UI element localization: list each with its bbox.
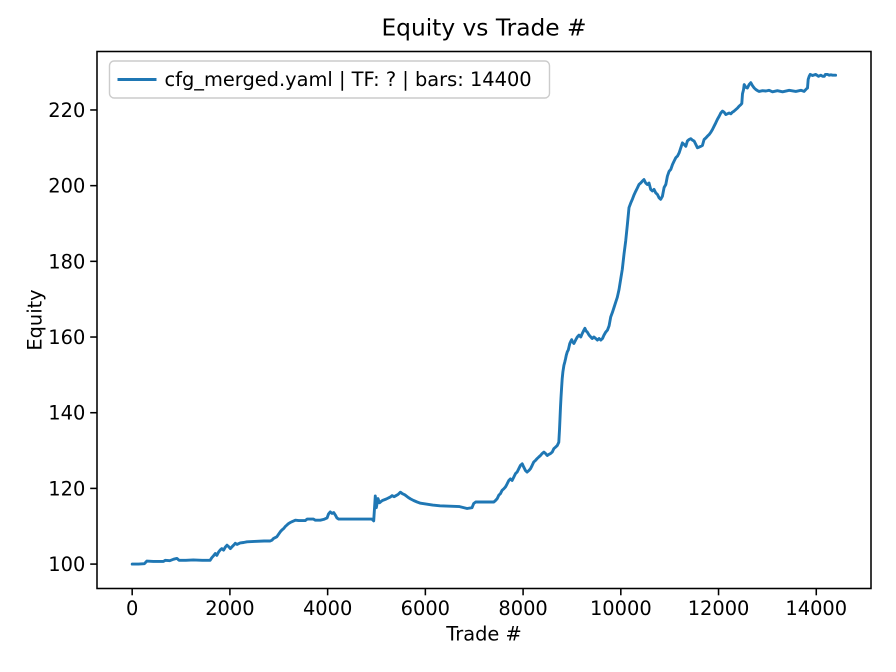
y-tick-label: 200 [48, 175, 85, 198]
x-tick-label: 12000 [688, 597, 750, 620]
legend-box [108, 60, 551, 99]
y-tick-label: 220 [48, 99, 85, 122]
x-tick-label: 2000 [205, 597, 254, 620]
series-group [130, 72, 838, 566]
legend-label: cfg_merged.yaml | TF: ? | bars: 14400 [165, 68, 532, 91]
equity-line [130, 72, 838, 566]
axis-ticks: 0 2000 4000 6000 8000 10000 12000 14000 100 120 14… [48, 99, 847, 620]
x-tick-label: 14000 [785, 597, 847, 620]
y-tick-label: 120 [48, 477, 85, 500]
y-tick-label: 140 [48, 402, 85, 425]
x-tick-label: 10000 [590, 597, 652, 620]
y-tick-label: 180 [48, 250, 85, 273]
y-tick-label: 100 [48, 553, 85, 576]
x-tick-label: 8000 [498, 597, 547, 620]
chart-title: Equity vs Trade # [381, 15, 586, 42]
legend: cfg_merged.yaml | TF: ? | bars: 14400 [108, 60, 551, 99]
x-tick-label: 0 [126, 597, 138, 620]
x-axis-label: Trade # [445, 623, 522, 646]
y-tick-label: 160 [48, 326, 85, 349]
x-tick-label: 4000 [303, 597, 352, 620]
y-axis-label: Equity [24, 289, 47, 350]
plot-area [96, 50, 872, 590]
x-tick-label: 6000 [401, 597, 450, 620]
